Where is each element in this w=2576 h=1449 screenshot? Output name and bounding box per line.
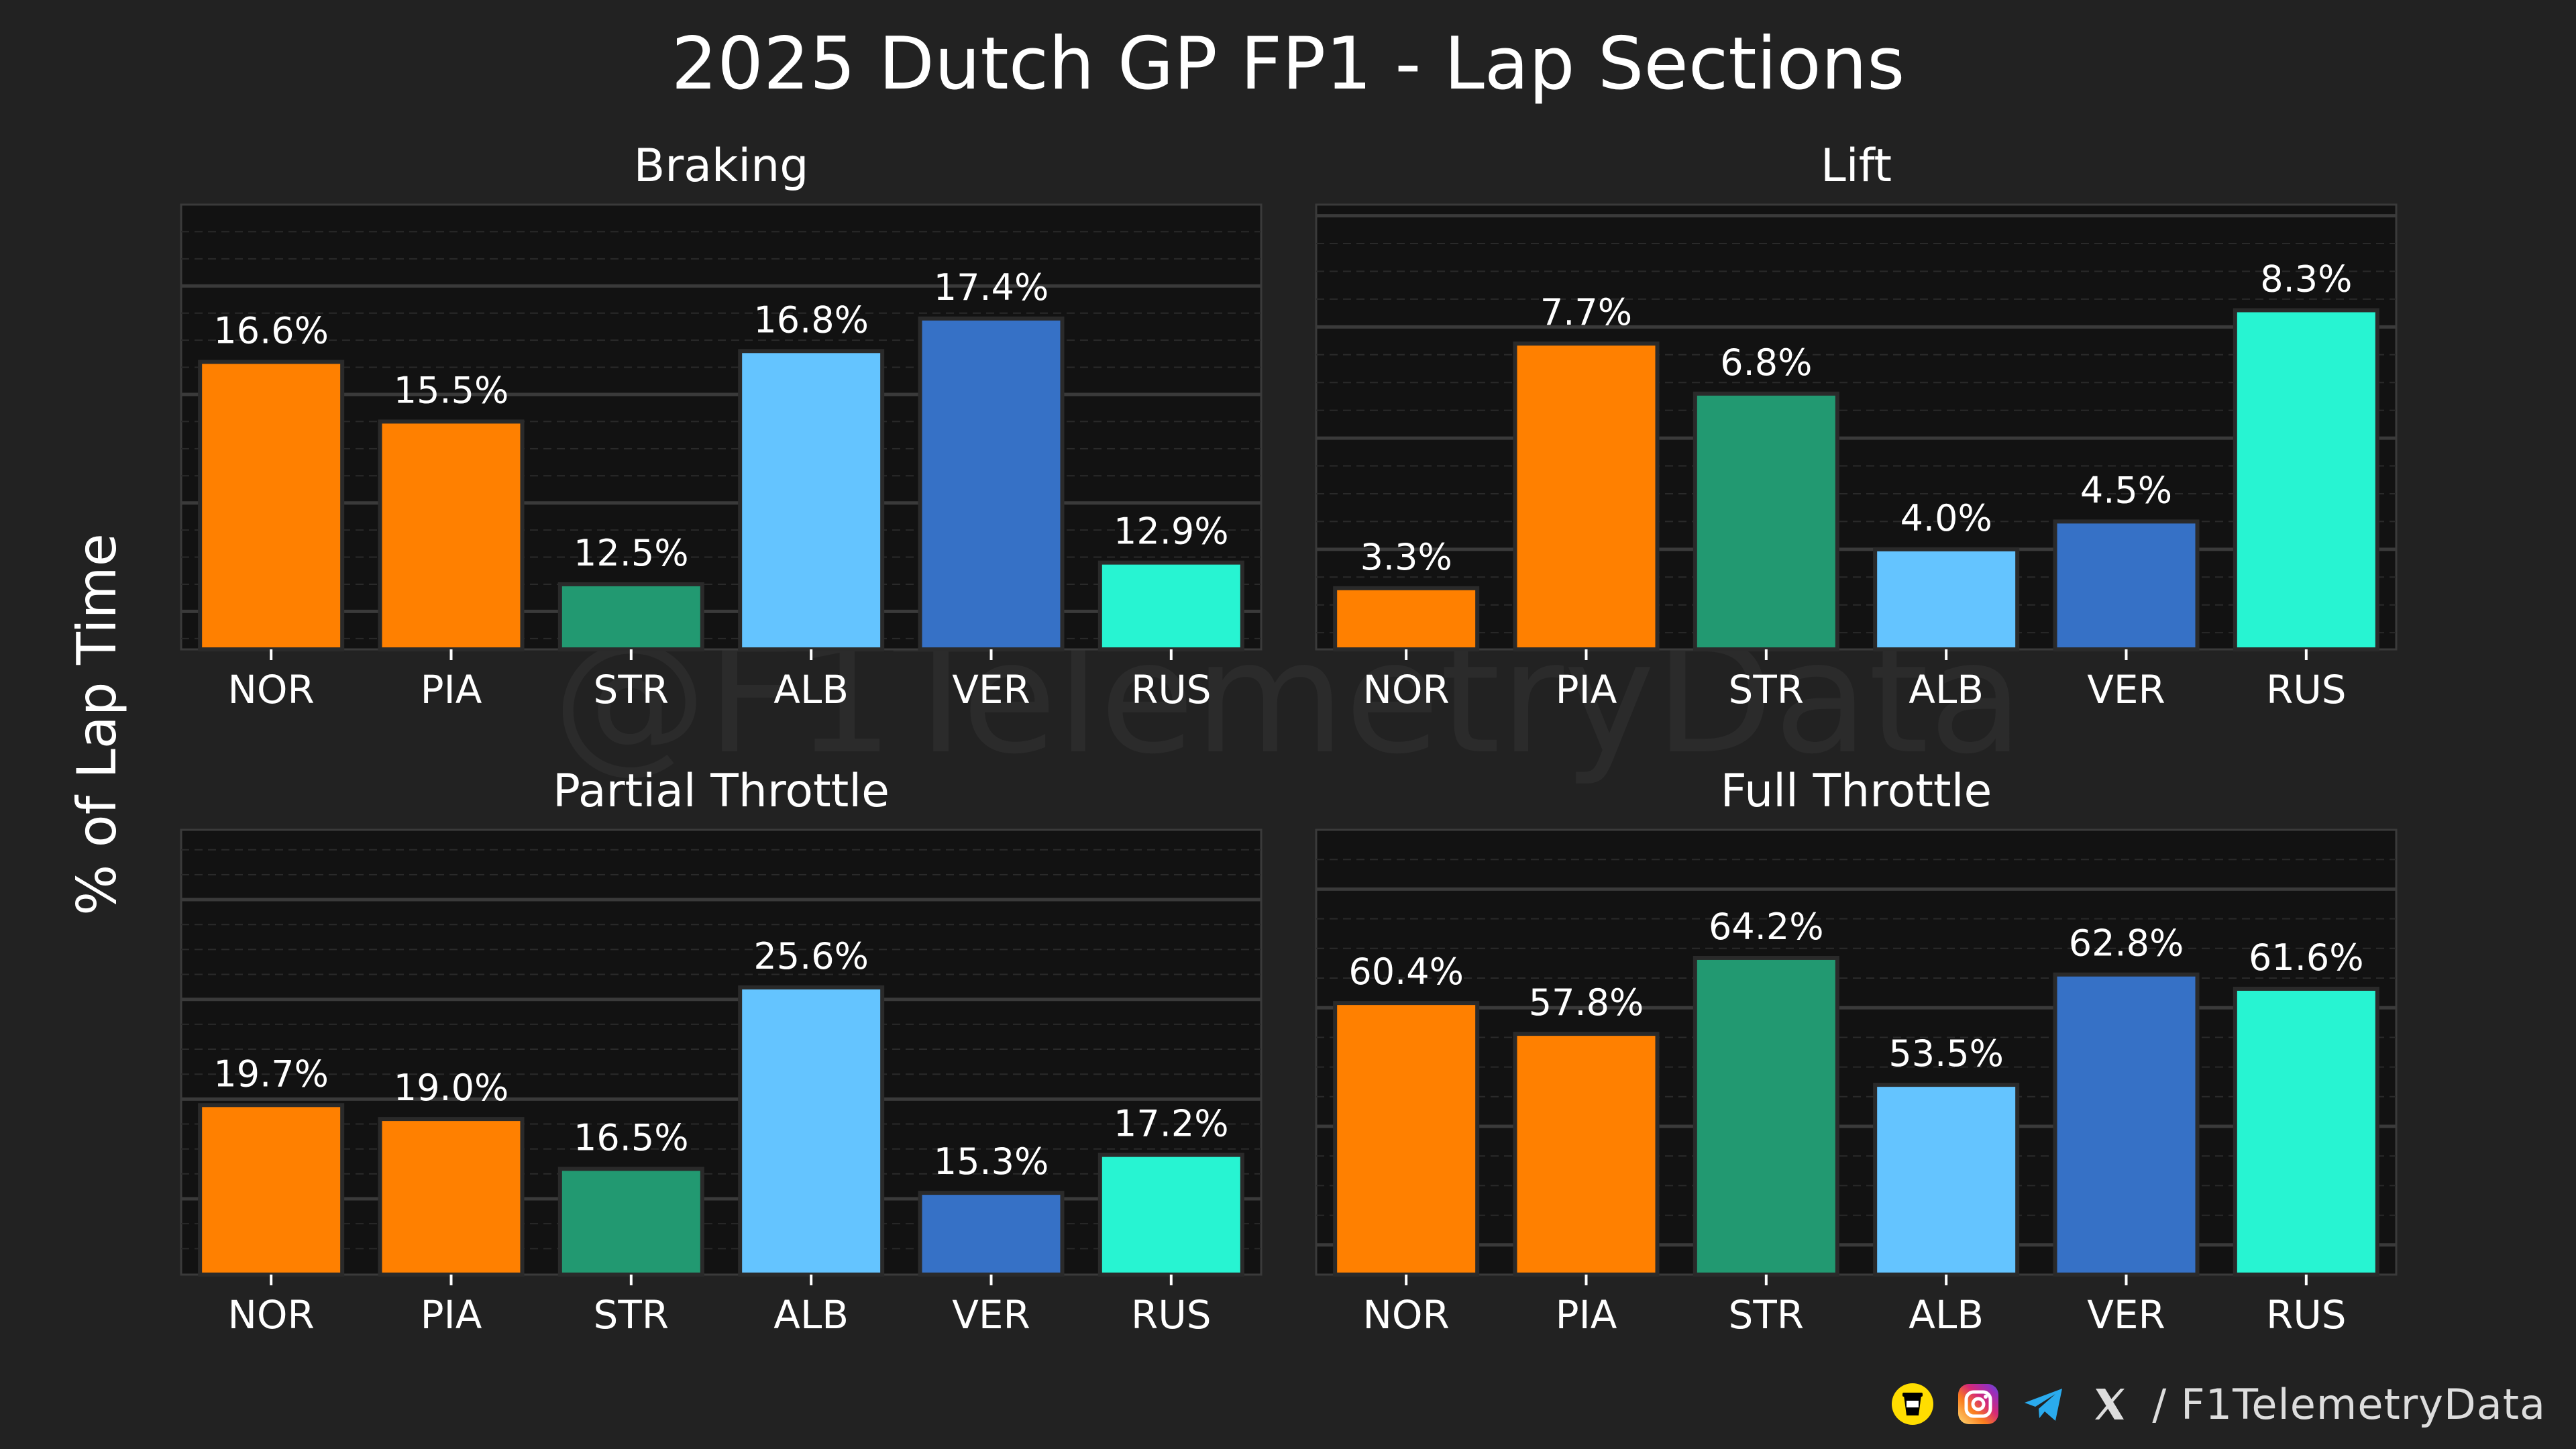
y-axis-label: % of Lap Time	[66, 533, 128, 916]
panel-title: Full Throttle	[1721, 765, 1992, 818]
telegram-icon[interactable]	[2021, 1381, 2068, 1428]
bar-ver	[2053, 972, 2200, 1277]
x-icon[interactable]	[2086, 1381, 2133, 1428]
data-label: 4.0%	[1900, 497, 1992, 539]
chart-lift: Lift 3.3% NOR 7.7% PIA 6.8% STR 4.0% ALB 4.5% VER 8…	[1315, 140, 2398, 712]
bar-str	[557, 582, 704, 651]
x-tick-label: VER	[2087, 1292, 2165, 1338]
plot-area	[180, 203, 1263, 651]
chart-partial-throttle: Partial Throttle 19.7% NOR 19.0% PIA 16.5% STR…	[180, 765, 1263, 1338]
x-tick-label: ALB	[1909, 667, 1984, 712]
x-tick-label: RUS	[2266, 667, 2347, 712]
bar-nor	[198, 1103, 345, 1277]
x-tick-label: STR	[1729, 667, 1805, 712]
x-tick-label: VER	[952, 1292, 1030, 1338]
bar-rus	[2233, 308, 2379, 651]
data-label: 64.2%	[1709, 906, 1824, 948]
data-label: 12.5%	[574, 532, 689, 574]
plot-area	[1315, 203, 2398, 651]
instagram-icon[interactable]	[1955, 1381, 2002, 1428]
bar-alb	[1873, 1083, 2020, 1277]
x-tick-label: NOR	[1362, 1292, 1449, 1338]
data-label: 15.5%	[394, 369, 509, 411]
bar-ver	[918, 316, 1065, 651]
x-tick-label: NOR	[227, 1292, 314, 1338]
x-tick-label: ALB	[773, 1292, 849, 1338]
data-label: 3.3%	[1360, 536, 1452, 578]
bar-nor	[1333, 1001, 1480, 1277]
data-label: 17.2%	[1114, 1103, 1229, 1145]
x-tick-label: PIA	[1556, 667, 1617, 712]
x-tick-label: RUS	[1131, 1292, 1212, 1338]
bar-str	[1693, 955, 1839, 1277]
x-tick-label: PIA	[421, 667, 482, 712]
bar-pia	[1513, 341, 1660, 651]
data-label: 6.8%	[1720, 341, 1812, 384]
data-label: 16.6%	[213, 309, 329, 352]
data-label: 57.8%	[1529, 981, 1644, 1024]
bar-ver	[2053, 519, 2200, 652]
data-label: 4.5%	[2080, 469, 2172, 511]
x-tick-label: PIA	[1556, 1292, 1617, 1338]
bar-alb	[738, 349, 885, 651]
x-tick-label: VER	[952, 667, 1030, 712]
x-tick-label: VER	[2087, 667, 2165, 712]
data-label: 15.3%	[934, 1140, 1049, 1183]
data-label: 60.4%	[1348, 951, 1464, 993]
x-tick-label: STR	[594, 667, 669, 712]
data-label: 17.4%	[934, 266, 1049, 309]
data-label: 12.9%	[1114, 511, 1229, 553]
panel-title: Lift	[1821, 140, 1892, 193]
bar-rus	[2233, 986, 2379, 1277]
panel-title: Braking	[634, 140, 809, 193]
panel-title: Partial Throttle	[553, 765, 890, 818]
data-label: 16.5%	[574, 1116, 689, 1159]
figure-title: 2025 Dutch GP FP1 - Lap Sections	[672, 22, 1905, 106]
bar-alb	[738, 985, 885, 1277]
data-label: 62.8%	[2069, 922, 2184, 965]
bar-alb	[1873, 547, 2020, 652]
bar-rus	[1097, 1152, 1244, 1277]
data-label: 16.8%	[753, 299, 869, 341]
buymeacoffee-icon[interactable]	[1889, 1381, 1936, 1428]
x-tick-label: ALB	[773, 667, 849, 712]
bar-ver	[918, 1191, 1065, 1277]
x-tick-label: PIA	[421, 1292, 482, 1338]
chart-panels: Braking 16.6% NOR 15.5% PIA 12.5% STR 16.8% ALB 1…	[180, 140, 2398, 1338]
bar-pia	[378, 419, 525, 651]
data-label: 8.3%	[2260, 258, 2352, 300]
data-label: 61.6%	[2249, 936, 2364, 979]
bar-nor	[1333, 586, 1480, 652]
social-handle: / F1TelemetryData	[2152, 1379, 2546, 1429]
bar-str	[557, 1167, 704, 1277]
x-tick-label: RUS	[1131, 667, 1212, 712]
social-footer: / F1TelemetryData	[1889, 1374, 2546, 1434]
bar-pia	[378, 1117, 525, 1277]
plot-area	[1315, 828, 2398, 1276]
data-label: 19.7%	[213, 1053, 329, 1095]
x-tick-label: ALB	[1909, 1292, 1984, 1338]
bar-rus	[1097, 560, 1244, 652]
bar-str	[1693, 391, 1839, 652]
bar-pia	[1513, 1032, 1660, 1277]
chart-full-throttle: Full Throttle 60.4% NOR 57.8% PIA 64.2% STR 53.…	[1315, 765, 2398, 1338]
data-label: 53.5%	[1888, 1032, 2004, 1075]
x-tick-label: STR	[1729, 1292, 1805, 1338]
chart-braking: Braking 16.6% NOR 15.5% PIA 12.5% STR 16.8% ALB 1…	[180, 140, 1263, 712]
x-tick-label: NOR	[227, 667, 314, 712]
x-tick-label: STR	[594, 1292, 669, 1338]
x-tick-label: RUS	[2266, 1292, 2347, 1338]
data-label: 7.7%	[1540, 291, 1632, 333]
data-label: 19.0%	[394, 1067, 509, 1109]
data-label: 25.6%	[753, 935, 869, 977]
x-tick-label: NOR	[1362, 667, 1449, 712]
bar-nor	[198, 360, 345, 651]
